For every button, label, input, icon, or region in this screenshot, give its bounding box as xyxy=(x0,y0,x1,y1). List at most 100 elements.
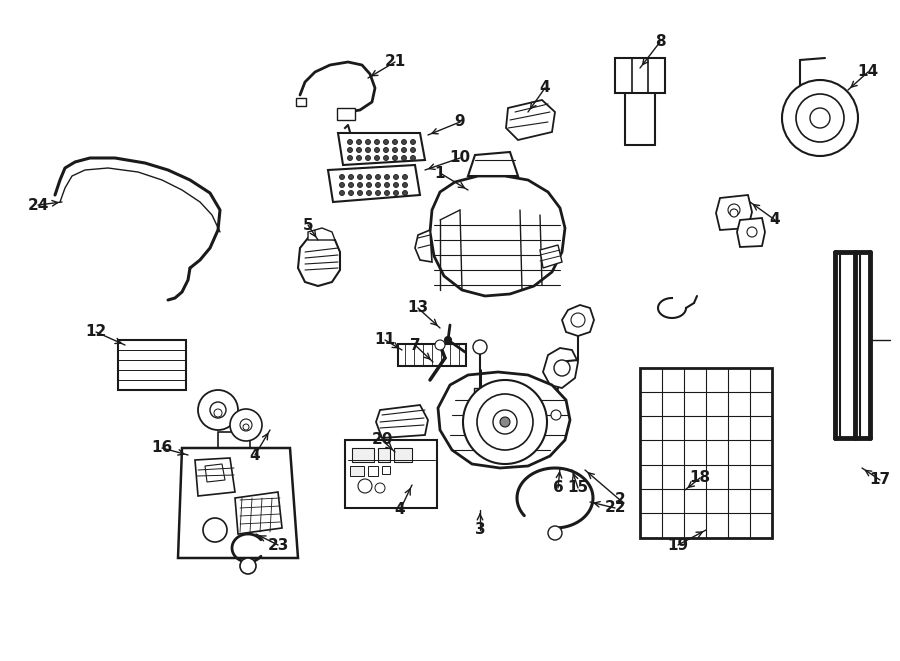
Circle shape xyxy=(358,479,372,493)
Circle shape xyxy=(435,340,445,350)
Circle shape xyxy=(571,313,585,327)
Circle shape xyxy=(402,175,408,180)
Polygon shape xyxy=(338,133,425,165)
Polygon shape xyxy=(468,152,518,176)
Text: 13: 13 xyxy=(408,301,428,315)
Circle shape xyxy=(384,190,390,196)
Circle shape xyxy=(383,155,389,161)
Circle shape xyxy=(366,182,372,188)
Circle shape xyxy=(393,175,399,180)
Bar xyxy=(337,108,355,120)
Circle shape xyxy=(365,155,371,161)
Circle shape xyxy=(401,139,407,145)
Circle shape xyxy=(728,204,740,216)
Text: 19: 19 xyxy=(668,537,688,553)
Circle shape xyxy=(240,419,252,431)
Text: 7: 7 xyxy=(410,338,420,352)
Circle shape xyxy=(747,227,757,237)
Circle shape xyxy=(240,558,256,574)
Polygon shape xyxy=(737,218,765,247)
Text: 11: 11 xyxy=(374,332,395,348)
Text: 14: 14 xyxy=(858,65,878,79)
Polygon shape xyxy=(543,348,578,388)
Polygon shape xyxy=(430,176,565,296)
Polygon shape xyxy=(235,492,282,534)
Circle shape xyxy=(401,147,407,153)
Circle shape xyxy=(401,155,407,161)
Text: 21: 21 xyxy=(384,54,406,69)
Bar xyxy=(345,440,437,508)
Bar xyxy=(118,340,186,390)
Circle shape xyxy=(347,155,353,161)
Circle shape xyxy=(384,175,390,180)
Text: 18: 18 xyxy=(689,471,711,485)
Circle shape xyxy=(357,190,363,196)
Text: 4: 4 xyxy=(540,81,550,95)
Bar xyxy=(615,58,665,93)
Circle shape xyxy=(393,182,399,188)
Bar xyxy=(640,368,772,538)
Text: 1: 1 xyxy=(435,165,446,180)
Circle shape xyxy=(548,526,562,540)
Circle shape xyxy=(366,175,372,180)
Bar xyxy=(218,432,250,452)
Circle shape xyxy=(383,147,389,153)
Circle shape xyxy=(339,175,345,180)
Text: 2: 2 xyxy=(615,492,626,508)
Text: 16: 16 xyxy=(151,440,173,455)
Bar xyxy=(382,466,390,474)
Circle shape xyxy=(347,139,353,145)
Circle shape xyxy=(214,409,222,417)
Text: 4: 4 xyxy=(770,212,780,227)
Text: 4: 4 xyxy=(395,502,405,518)
Bar xyxy=(368,466,378,476)
Circle shape xyxy=(383,139,389,145)
Text: 22: 22 xyxy=(604,500,626,516)
Circle shape xyxy=(782,80,858,156)
Circle shape xyxy=(357,175,363,180)
Circle shape xyxy=(393,190,399,196)
Polygon shape xyxy=(506,100,555,140)
Circle shape xyxy=(384,182,390,188)
Circle shape xyxy=(810,108,830,128)
Text: 6: 6 xyxy=(553,481,563,496)
Circle shape xyxy=(493,410,517,434)
Circle shape xyxy=(463,380,547,464)
Circle shape xyxy=(243,424,249,430)
Circle shape xyxy=(410,147,416,153)
Circle shape xyxy=(374,155,380,161)
Circle shape xyxy=(500,417,510,427)
Circle shape xyxy=(554,360,570,376)
Text: 17: 17 xyxy=(869,473,891,488)
Circle shape xyxy=(203,518,227,542)
Polygon shape xyxy=(716,195,752,230)
Polygon shape xyxy=(328,165,420,202)
Polygon shape xyxy=(205,464,225,482)
Circle shape xyxy=(402,182,408,188)
Polygon shape xyxy=(308,228,335,240)
Circle shape xyxy=(410,139,416,145)
Circle shape xyxy=(339,182,345,188)
Circle shape xyxy=(374,139,380,145)
Bar xyxy=(352,448,374,462)
Circle shape xyxy=(356,147,362,153)
Circle shape xyxy=(348,182,354,188)
Text: 4: 4 xyxy=(249,447,260,463)
Circle shape xyxy=(410,155,416,161)
Circle shape xyxy=(198,390,238,430)
Circle shape xyxy=(365,139,371,145)
Text: 15: 15 xyxy=(567,481,589,496)
Bar xyxy=(474,388,486,395)
Circle shape xyxy=(392,147,398,153)
Circle shape xyxy=(374,147,380,153)
Circle shape xyxy=(348,190,354,196)
Polygon shape xyxy=(178,448,298,558)
Circle shape xyxy=(392,139,398,145)
Circle shape xyxy=(348,175,354,180)
Bar xyxy=(394,448,412,462)
Circle shape xyxy=(210,402,226,418)
Text: 8: 8 xyxy=(654,34,665,50)
Circle shape xyxy=(392,155,398,161)
Text: 5: 5 xyxy=(302,217,313,233)
Circle shape xyxy=(730,209,738,217)
